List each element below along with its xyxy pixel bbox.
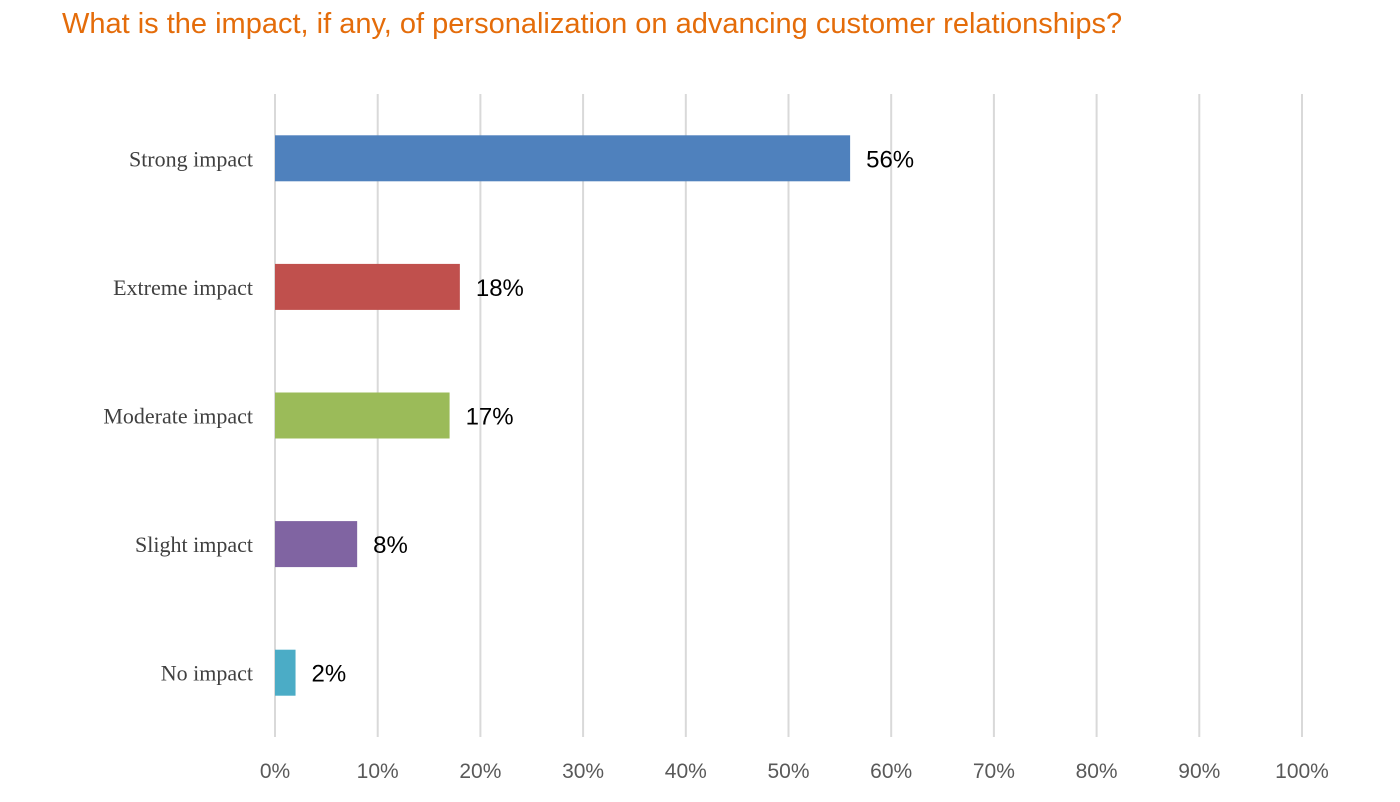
data-label-1: 18%: [476, 275, 524, 302]
data-label-3: 8%: [373, 532, 408, 559]
x-tick-label-9: 90%: [1178, 760, 1220, 783]
category-label-2: Moderate impact: [103, 404, 253, 429]
data-labels: 56% 18% 17% 8% 2%: [312, 146, 915, 687]
bar-3: [275, 521, 358, 568]
x-tick-label-3: 30%: [562, 760, 604, 783]
category-label-0: Strong impact: [129, 146, 253, 171]
x-tick-label-0: 0%: [260, 760, 290, 783]
x-tick-label-4: 40%: [665, 760, 707, 783]
bar-0: [275, 135, 851, 182]
x-axis-ticks: 0% 10% 20% 30% 40% 50% 60% 70% 80% 90% 100%: [260, 760, 1329, 783]
chart-title: What is the impact, if any, of personali…: [62, 8, 1123, 40]
x-tick-label-2: 20%: [459, 760, 501, 783]
x-tick-label-7: 70%: [973, 760, 1015, 783]
category-label-3: Slight impact: [135, 532, 253, 557]
data-label-0: 56%: [866, 146, 914, 173]
bar-4: [275, 649, 296, 696]
category-label-1: Extreme impact: [113, 275, 253, 300]
x-tick-label-6: 60%: [870, 760, 912, 783]
x-tick-label-8: 80%: [1076, 760, 1118, 783]
category-labels: Strong impact Extreme impact Moderate impa…: [103, 146, 253, 685]
x-tick-label-1: 10%: [357, 760, 399, 783]
data-label-4: 2%: [312, 661, 347, 688]
x-tick-label-10: 100%: [1275, 760, 1329, 783]
data-label-2: 17%: [466, 404, 514, 431]
bar-2: [275, 392, 450, 439]
x-tick-label-5: 50%: [767, 760, 809, 783]
category-label-4: No impact: [161, 661, 253, 686]
bars: [275, 135, 851, 696]
bar-1: [275, 263, 460, 310]
